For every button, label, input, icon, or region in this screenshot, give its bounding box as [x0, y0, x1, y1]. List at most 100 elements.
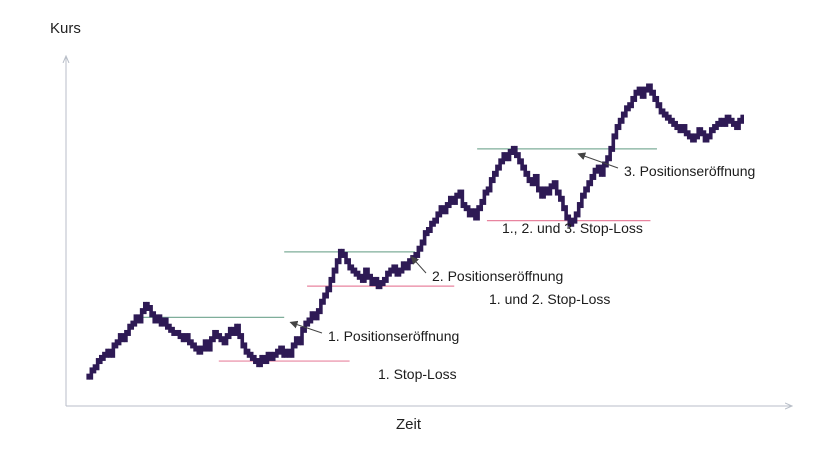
price-bar [438, 205, 443, 218]
price-bar [492, 170, 496, 184]
price-bar [268, 351, 273, 361]
price-bar [278, 345, 282, 355]
price-bar [89, 367, 94, 380]
price-bar [337, 248, 342, 265]
price-bar [224, 333, 229, 346]
price-path [86, 83, 744, 380]
price-bar [624, 105, 628, 118]
price-bar [510, 145, 515, 155]
price-bar [271, 351, 276, 361]
price-bar [529, 177, 534, 187]
price-bar [642, 86, 647, 99]
price-bar [608, 145, 612, 162]
price-bar [275, 348, 279, 358]
price-bar [108, 348, 113, 358]
price-bar [482, 189, 487, 205]
price-bar [639, 86, 644, 99]
price-bar [155, 314, 160, 324]
price-bar [394, 264, 399, 277]
price-bar [403, 261, 408, 271]
price-bar [501, 152, 506, 165]
price-bar [488, 177, 493, 193]
price-bar [495, 164, 499, 177]
price-bar [740, 114, 744, 124]
price-bar [322, 292, 326, 305]
price-bar [133, 314, 138, 327]
price-bar [674, 120, 678, 131]
price-bar [523, 164, 528, 177]
price-bar [95, 358, 100, 371]
price-bar [378, 280, 383, 290]
price-bar [253, 354, 257, 365]
price-bar [721, 117, 726, 127]
price-bar [460, 189, 465, 209]
price-bar [171, 326, 175, 336]
price-bar [259, 354, 263, 368]
price-bar [473, 208, 477, 221]
price-bar [212, 329, 216, 343]
price-bar [658, 102, 663, 115]
price-bar [199, 345, 204, 355]
price-bar [240, 333, 245, 349]
price-bar [627, 102, 631, 112]
price-bar [737, 117, 741, 131]
price-bar [331, 267, 336, 283]
price-bar [476, 205, 480, 221]
price-bar [366, 267, 370, 280]
price-bar [551, 180, 556, 190]
price-bar [187, 333, 191, 346]
price-bar [111, 342, 116, 358]
price-bar [485, 186, 490, 196]
price-bar [120, 333, 125, 343]
price-bar [202, 339, 207, 352]
price-bar [677, 124, 682, 134]
price-bar [454, 192, 458, 205]
price-bar [570, 217, 575, 227]
price-bar [583, 186, 587, 199]
price-bar [429, 220, 433, 233]
price-bar [312, 311, 317, 321]
annotations: 1. Positionseröffnung 2. Positionseröffnu… [289, 152, 755, 382]
price-bar [573, 211, 578, 224]
price-bar [611, 133, 616, 152]
price-bar [536, 173, 540, 193]
price-bar [161, 317, 166, 327]
price-bar [293, 336, 298, 349]
price-bar [514, 145, 518, 159]
price-bar [561, 195, 565, 212]
price-bar [397, 267, 402, 277]
price-bar [234, 323, 238, 336]
price-bar [146, 301, 150, 311]
price-bar [592, 167, 597, 180]
price-bar [381, 276, 386, 287]
price-bar [391, 264, 395, 274]
price-bar [256, 358, 260, 368]
price-bar [243, 342, 248, 355]
price-bar [595, 164, 600, 174]
price-bar [136, 314, 141, 324]
price-bar [297, 336, 301, 346]
price-bar [183, 333, 188, 343]
price-bar [114, 339, 119, 349]
price-bar [602, 161, 606, 177]
price-bar [708, 127, 713, 140]
price-bar [532, 173, 537, 187]
price-bar [165, 317, 169, 330]
price-bar [696, 127, 700, 140]
price-bar [284, 348, 289, 358]
price-bar [353, 267, 358, 277]
price-bar [526, 170, 531, 184]
price-bar [671, 117, 675, 127]
entry-label-3: 3. Positionseröffnung [624, 163, 755, 179]
price-bar [158, 314, 163, 327]
price-bar [680, 124, 685, 134]
price-bar [633, 89, 638, 102]
price-bar [130, 320, 135, 330]
price-bar [105, 348, 109, 358]
price-bar [356, 270, 361, 280]
price-bar [334, 258, 339, 274]
price-bar [139, 308, 144, 324]
price-bar [652, 89, 656, 102]
price-bar [221, 336, 226, 346]
price-bar [290, 342, 295, 358]
